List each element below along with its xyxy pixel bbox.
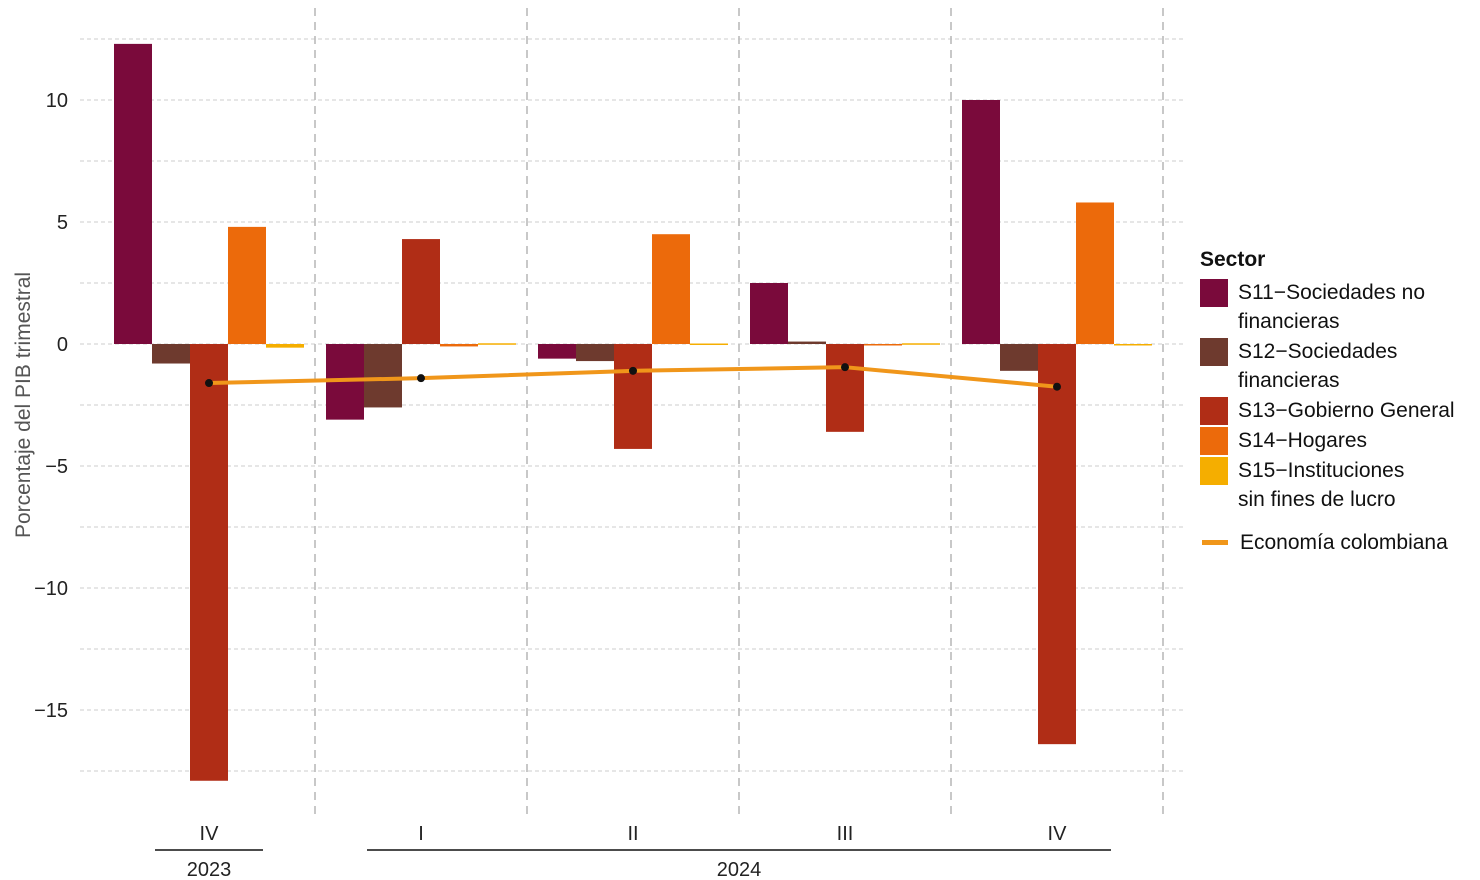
bar: [1000, 344, 1038, 371]
legend-label: S15−Instituciones sin fines de lucro: [1238, 459, 1405, 511]
legend-item-line: Economía colombiana: [1200, 528, 1480, 557]
legend-item: S13−Gobierno General: [1200, 396, 1480, 425]
legend-label: S14−Hogares: [1238, 429, 1368, 452]
bar: [962, 100, 1000, 344]
line-point: [841, 363, 849, 372]
bar: [1038, 344, 1076, 745]
line-layer: [205, 363, 1061, 391]
bar: [228, 226, 266, 344]
bar: [826, 344, 864, 432]
legend-swatch: [1200, 427, 1228, 455]
legend-swatch: [1200, 397, 1228, 425]
y-axis-title: Porcentaje del PIB trimestral: [12, 272, 35, 538]
bar: [440, 344, 478, 347]
bar: [614, 344, 652, 449]
bar: [190, 344, 228, 781]
bar-layer: [114, 43, 1152, 781]
bar: [864, 344, 902, 346]
legend-items: S11−Sociedades no financieras S12−Socieda…: [1200, 278, 1480, 514]
y-axis: 10 5 0 −5 −10 −15: [34, 90, 68, 722]
legend-label: S11−Sociedades no financieras: [1238, 281, 1426, 333]
y-tick-label: −10: [34, 578, 68, 600]
legend-swatch: [1200, 457, 1228, 485]
x-tick-label: II: [627, 823, 638, 845]
bar: [152, 344, 190, 364]
legend-title: Sector: [1200, 248, 1266, 271]
x-tick-label: IV: [1048, 823, 1068, 845]
x-tick-label: IV: [200, 823, 220, 845]
bar: [902, 343, 940, 345]
y-tick-label: 10: [46, 90, 68, 112]
bar: [538, 344, 576, 359]
bar: [576, 344, 614, 362]
year-group-label: 2024: [717, 859, 762, 880]
bar: [1114, 344, 1152, 346]
line-point: [629, 366, 637, 375]
legend-item: S15−Instituciones sin fines de lucro: [1200, 456, 1480, 514]
line-point: [205, 379, 213, 388]
x-tick-label: I: [418, 823, 424, 845]
bar: [1076, 202, 1114, 344]
legend-line-swatch: [1202, 540, 1228, 545]
bar: [114, 43, 152, 344]
legend-swatch: [1200, 338, 1228, 366]
bar: [652, 234, 690, 344]
legend: Sector S11−Sociedades no financieras S12−…: [1200, 248, 1480, 557]
legend-item: S14−Hogares: [1200, 426, 1480, 455]
legend-item: S12−Sociedades financieras: [1200, 337, 1480, 395]
y-tick-label: 5: [57, 212, 68, 234]
legend-line-label: Economía colombiana: [1240, 531, 1448, 554]
y-tick-label: −5: [45, 456, 68, 478]
legend-swatch: [1200, 279, 1228, 307]
legend-item: S11−Sociedades no financieras: [1200, 278, 1480, 336]
year-group-label: 2023: [187, 859, 232, 880]
x-tick-label: III: [837, 823, 854, 845]
bar: [788, 341, 826, 344]
bar: [478, 343, 516, 345]
bar: [364, 344, 402, 408]
bar: [402, 239, 440, 344]
legend-label: S12−Sociedades financieras: [1238, 340, 1398, 392]
category-separators: [314, 8, 1164, 815]
line-point: [417, 374, 425, 383]
bar: [690, 343, 728, 346]
legend-label: S13−Gobierno General: [1238, 399, 1455, 422]
bar: [750, 283, 788, 344]
y-tick-label: −15: [34, 700, 68, 722]
line-point: [1053, 382, 1061, 391]
bar: [266, 344, 304, 348]
y-tick-label: 0: [57, 334, 68, 356]
